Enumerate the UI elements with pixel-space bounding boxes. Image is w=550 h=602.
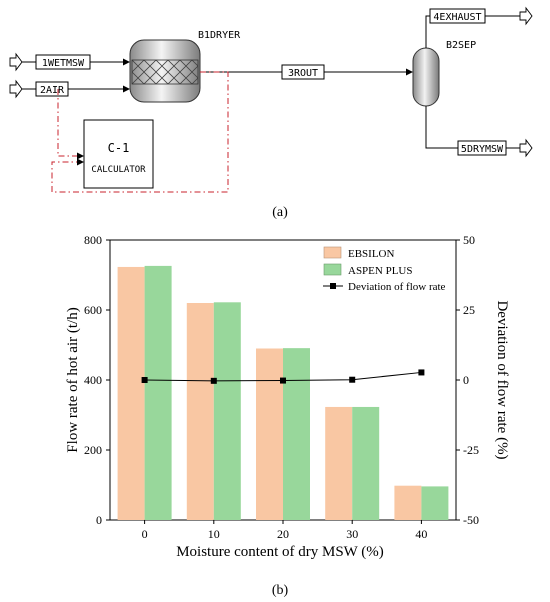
- deviation-point-30: [349, 376, 356, 383]
- deviation-point-20: [280, 377, 286, 384]
- legend-label-ebsilon: EBSILON: [348, 248, 395, 260]
- x-tick-label-20: 20: [277, 527, 289, 541]
- y-right-tick-label-25: 25: [463, 303, 475, 317]
- calculator-block: C-1 CALCULATOR: [83, 119, 154, 189]
- bar-aspen-plus-0: [144, 265, 172, 520]
- deviation-point-40: [418, 369, 425, 376]
- x-tick-label-10: 10: [208, 527, 220, 541]
- stream-air: 2AIR: [9, 79, 130, 99]
- y-right-tick-label--25: -25: [463, 443, 479, 457]
- bar-aspen-plus-10: [213, 302, 241, 520]
- stream-label-wet-msw: 1WETMSW: [42, 58, 85, 69]
- dryer-label: B1DRYER: [198, 30, 241, 41]
- calculator-id: C-1: [108, 141, 130, 155]
- bar-aspen-plus-30: [352, 406, 380, 520]
- x-tick-label-40: 40: [415, 527, 427, 541]
- caption-b: (b): [272, 583, 289, 598]
- flowsheet-diagram: B1DRYER B2SEP C-1 CALCULATOR 1WETMSW 2AI…: [9, 6, 533, 220]
- y-left-tick-label-0: 0: [96, 513, 102, 527]
- bar-aspen-plus-40: [421, 486, 449, 520]
- stream-exhaust: 4EXHAUST: [425, 6, 533, 48]
- deviation-line-group: [141, 369, 425, 384]
- deviation-point-10: [210, 377, 217, 384]
- y-axis-left-label: Flow rate of hot air (t/h): [65, 307, 81, 452]
- stream-label-dry-msw: 5DRYMSW: [461, 144, 504, 155]
- stream-dry-msw: 5DRYMSW: [425, 106, 533, 158]
- bar-ebsilon-30: [325, 406, 353, 520]
- bar-ebsilon-0: [117, 266, 145, 520]
- x-tick-label-30: 30: [346, 527, 358, 541]
- x-tick-label-0: 0: [142, 527, 148, 541]
- legend-label-deviation: Deviation of flow rate: [348, 281, 446, 293]
- y-right-tick-label-50: 50: [463, 233, 475, 247]
- y-right-tick-label-0: 0: [463, 373, 469, 387]
- legend: EBSILON ASPEN PLUS Deviation of flow rat…: [323, 246, 446, 293]
- separator-block: [412, 47, 440, 107]
- legend-swatch-aspen: [323, 263, 342, 276]
- bar-ebsilon-20: [256, 348, 283, 520]
- stream-label-exhaust: 4EXHAUST: [433, 12, 481, 23]
- caption-a: (a): [272, 205, 288, 220]
- stream-label-air: 2AIR: [40, 85, 65, 96]
- y-left-tick-label-800: 800: [84, 233, 102, 247]
- stream-label-rout: 3ROUT: [288, 68, 318, 79]
- bars-group: [117, 265, 449, 520]
- legend-marker-deviation: [330, 283, 336, 289]
- bar-ebsilon-40: [394, 485, 422, 520]
- legend-swatch-ebsilon: [323, 246, 342, 259]
- y-left-tick-label-600: 600: [84, 303, 102, 317]
- bar-aspen-plus-20: [283, 348, 310, 520]
- deviation-point-0: [141, 377, 148, 383]
- calculator-control-lines: [51, 71, 229, 193]
- bar-ebsilon-10: [186, 303, 214, 520]
- separator-label: B2SEP: [446, 40, 476, 51]
- dryer-block: [129, 39, 201, 103]
- legend-label-aspen: ASPEN PLUS: [348, 265, 413, 277]
- y-left-tick-label-400: 400: [84, 373, 102, 387]
- stream-rout: 3ROUT: [200, 64, 413, 80]
- y-right-tick-label--50: -50: [463, 513, 479, 527]
- stream-wet-msw: 1WETMSW: [9, 52, 130, 72]
- x-axis-label: Moisture content of dry MSW (%): [176, 544, 384, 560]
- y-axis-right-label: Deviation of flow rate (%): [494, 300, 510, 459]
- calculator-label: CALCULATOR: [91, 165, 146, 175]
- y-left-tick-label-200: 200: [84, 443, 102, 457]
